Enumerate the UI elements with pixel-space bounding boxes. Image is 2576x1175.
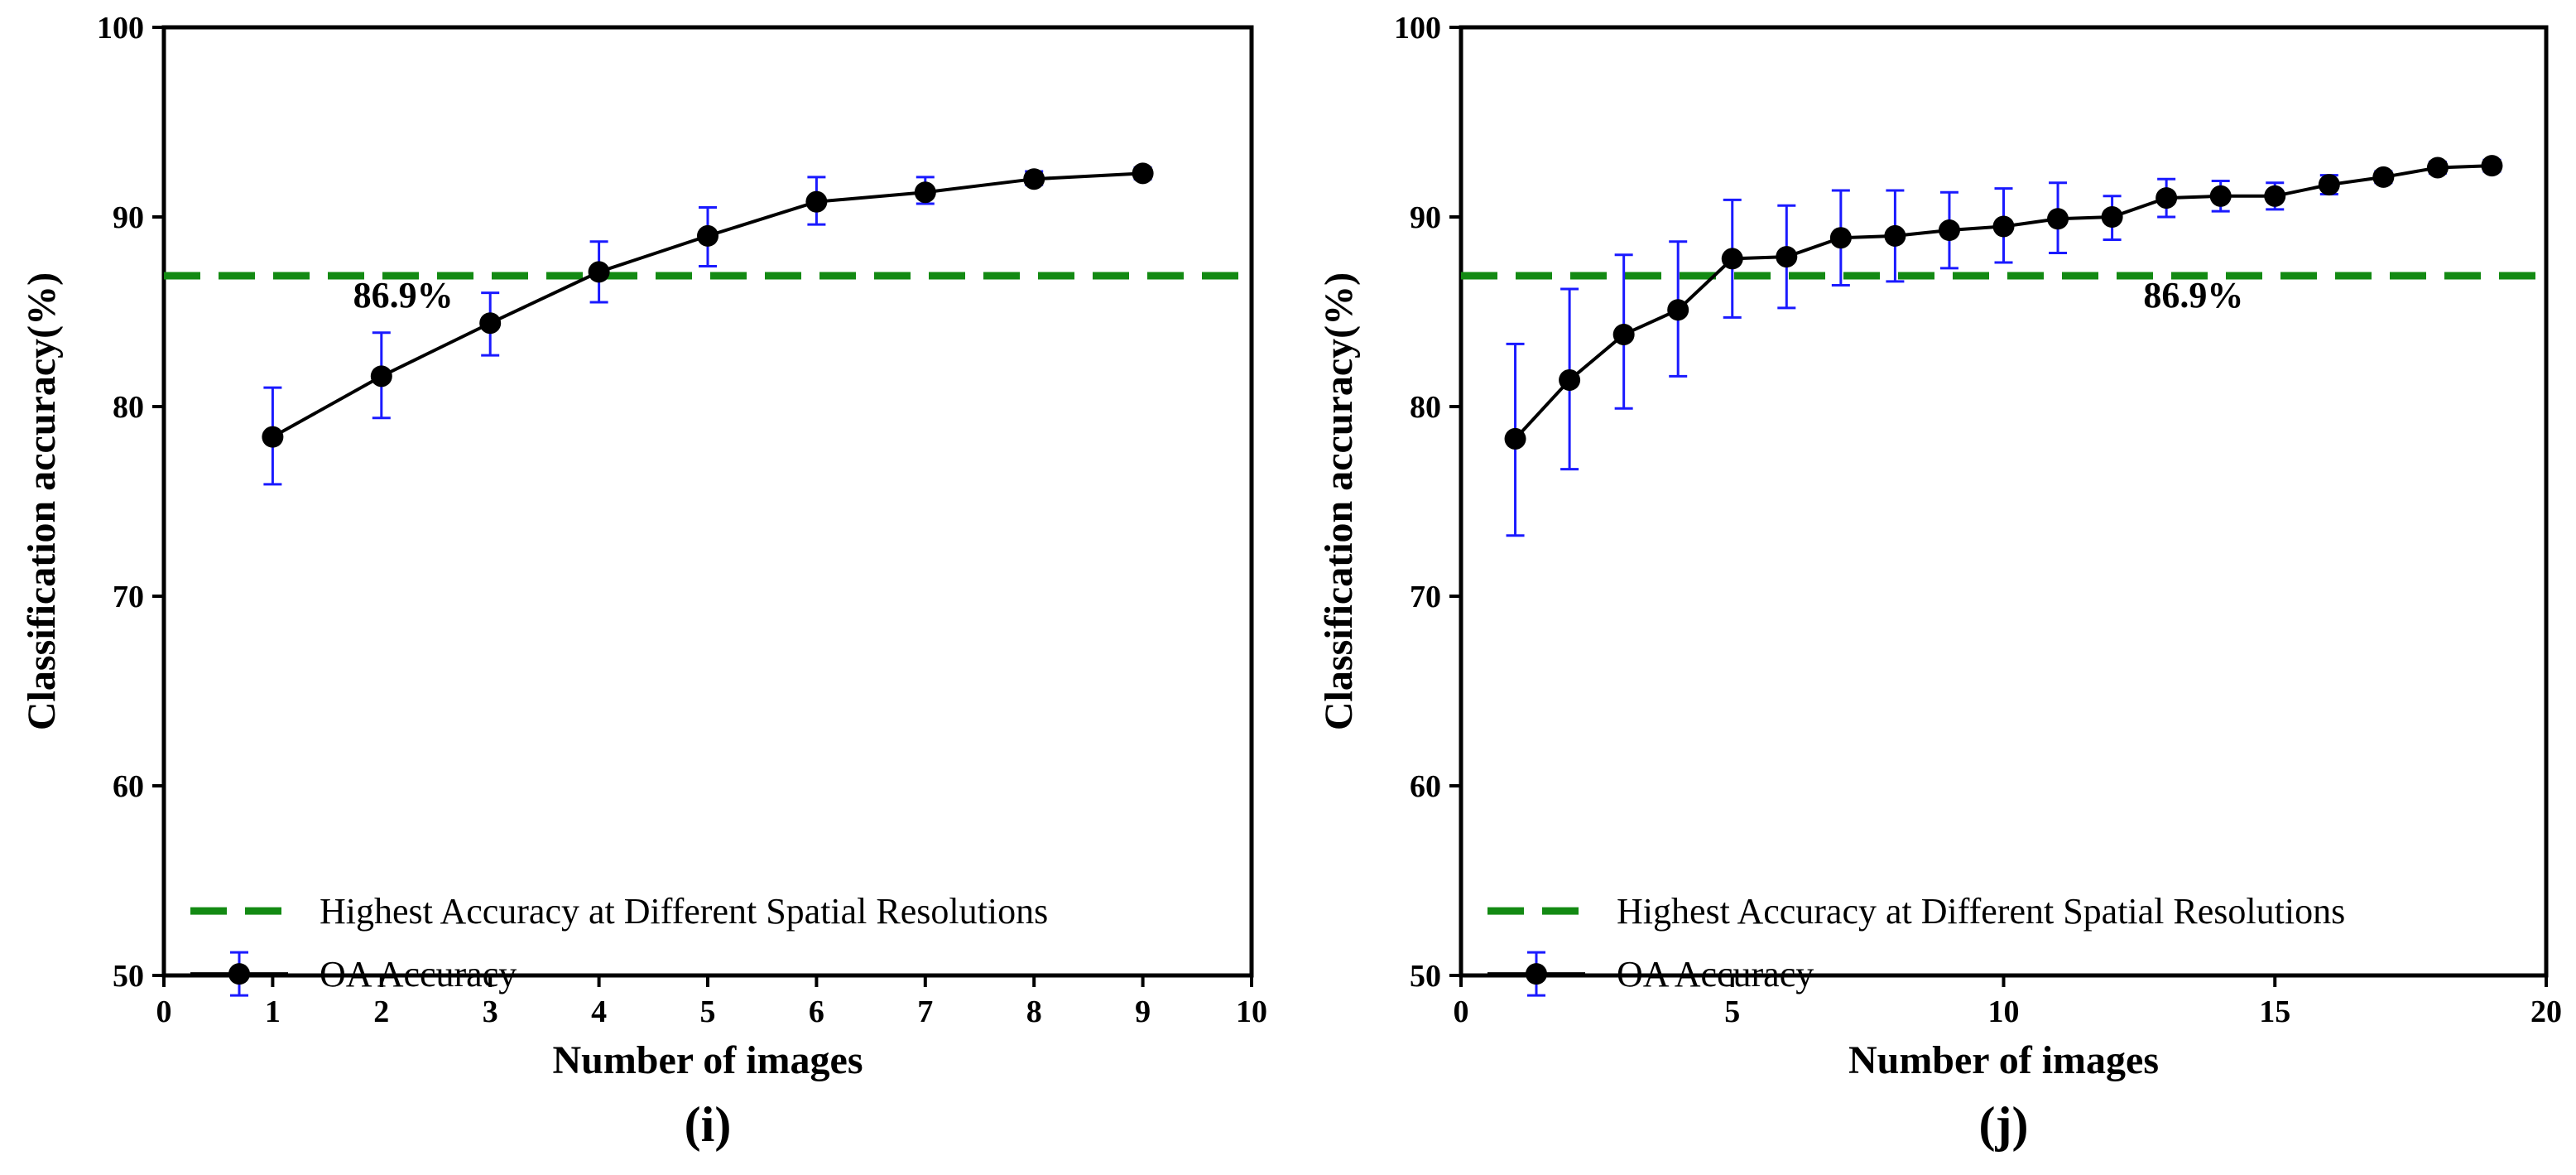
data-point: [1884, 224, 1906, 247]
x-tick-label: 10: [1236, 994, 1267, 1029]
data-point: [2426, 157, 2449, 179]
y-axis-label: Classification accuracy(%): [1317, 272, 1361, 730]
x-tick-label: 10: [1988, 994, 2020, 1029]
data-point: [2481, 155, 2503, 177]
legend-series-marker: [1526, 963, 1547, 985]
y-tick-label: 60: [113, 769, 144, 804]
data-point: [1612, 323, 1635, 345]
x-axis-label: Number of images: [552, 1038, 863, 1082]
x-tick-label: 20: [2530, 994, 2562, 1029]
legend: Highest Accuracy at Different Spatial Re…: [190, 891, 1048, 997]
data-point: [1559, 368, 1581, 391]
data-point: [1667, 299, 1689, 321]
y-tick-label: 80: [113, 390, 144, 425]
y-tick-label: 100: [1394, 11, 1441, 46]
y-tick-label: 90: [113, 200, 144, 235]
data-point: [2318, 174, 2340, 196]
data-point: [1938, 219, 1960, 242]
legend-reference-label: Highest Accuracy at Different Spatial Re…: [320, 891, 1048, 932]
data-point: [2209, 185, 2232, 207]
data-point: [2101, 206, 2123, 228]
x-tick-label: 0: [1454, 994, 1469, 1029]
y-tick-label: 70: [1410, 580, 1441, 614]
plot-frame: [161, 25, 1254, 978]
x-tick-label: 2: [373, 994, 389, 1029]
data-point: [2372, 166, 2395, 188]
x-tick-label: 7: [917, 994, 933, 1029]
chart-panel-i: 0 1 2 3 4 5 6 7 8 9 10 50 60 70 80 90 100 Number of image…: [20, 11, 1267, 1152]
legend: Highest Accuracy at Different Spatial Re…: [1487, 891, 2345, 997]
x-tick-label: 6: [809, 994, 824, 1029]
x-tick-label: 8: [1026, 994, 1042, 1029]
data-point: [2155, 187, 2178, 209]
reference-line-label: 86.9%: [353, 275, 454, 315]
x-tick-label: 5: [700, 994, 716, 1029]
data-point: [914, 181, 936, 204]
x-tick-label: 5: [1724, 994, 1740, 1029]
x-tick-label: 9: [1135, 994, 1151, 1029]
y-tick-label: 100: [97, 11, 144, 46]
y-tick-label: 80: [1410, 390, 1441, 425]
data-point: [262, 426, 284, 448]
reference-line-label: 86.9%: [2143, 275, 2243, 315]
data-point: [1132, 162, 1154, 185]
x-axis-label: Number of images: [1848, 1038, 2159, 1082]
y-tick-label: 50: [113, 959, 144, 994]
data-point: [1023, 168, 1045, 190]
data-point: [1721, 248, 1743, 270]
panel-label: (j): [1979, 1097, 2029, 1152]
data-point: [370, 365, 392, 388]
legend-reference-label: Highest Accuracy at Different Spatial Re…: [1617, 891, 2345, 932]
data-point: [1776, 246, 1798, 268]
data-point: [1829, 227, 1852, 249]
data-point: [805, 190, 828, 213]
data-point: [479, 312, 502, 335]
panel-label: (i): [685, 1097, 732, 1152]
data-point: [2047, 208, 2069, 230]
legend-series-marker: [228, 963, 250, 985]
y-tick-label: 50: [1410, 959, 1441, 994]
data-point: [2264, 185, 2286, 207]
x-tick-label: 0: [156, 994, 172, 1029]
legend-series-label: OA Accuracy: [1617, 954, 1814, 994]
x-tick-label: 4: [591, 994, 607, 1029]
y-axis-label: Classification accuracy(%): [20, 272, 64, 730]
y-tick-label: 60: [1410, 769, 1441, 804]
data-point: [1504, 427, 1526, 450]
x-tick-label: 1: [265, 994, 281, 1029]
chart-panel-j: 0 5 10 15 20 50 60 70 80 90 100 Number of images Cla…: [1317, 11, 2562, 1152]
y-tick-label: 90: [1410, 200, 1441, 235]
x-tick-label: 3: [483, 994, 498, 1029]
legend-series-label: OA Accuracy: [320, 954, 517, 994]
y-tick-label: 70: [113, 580, 144, 614]
data-point: [1992, 215, 2015, 238]
x-tick-label: 15: [2259, 994, 2290, 1029]
data-point: [697, 224, 718, 247]
data-point: [588, 261, 610, 283]
